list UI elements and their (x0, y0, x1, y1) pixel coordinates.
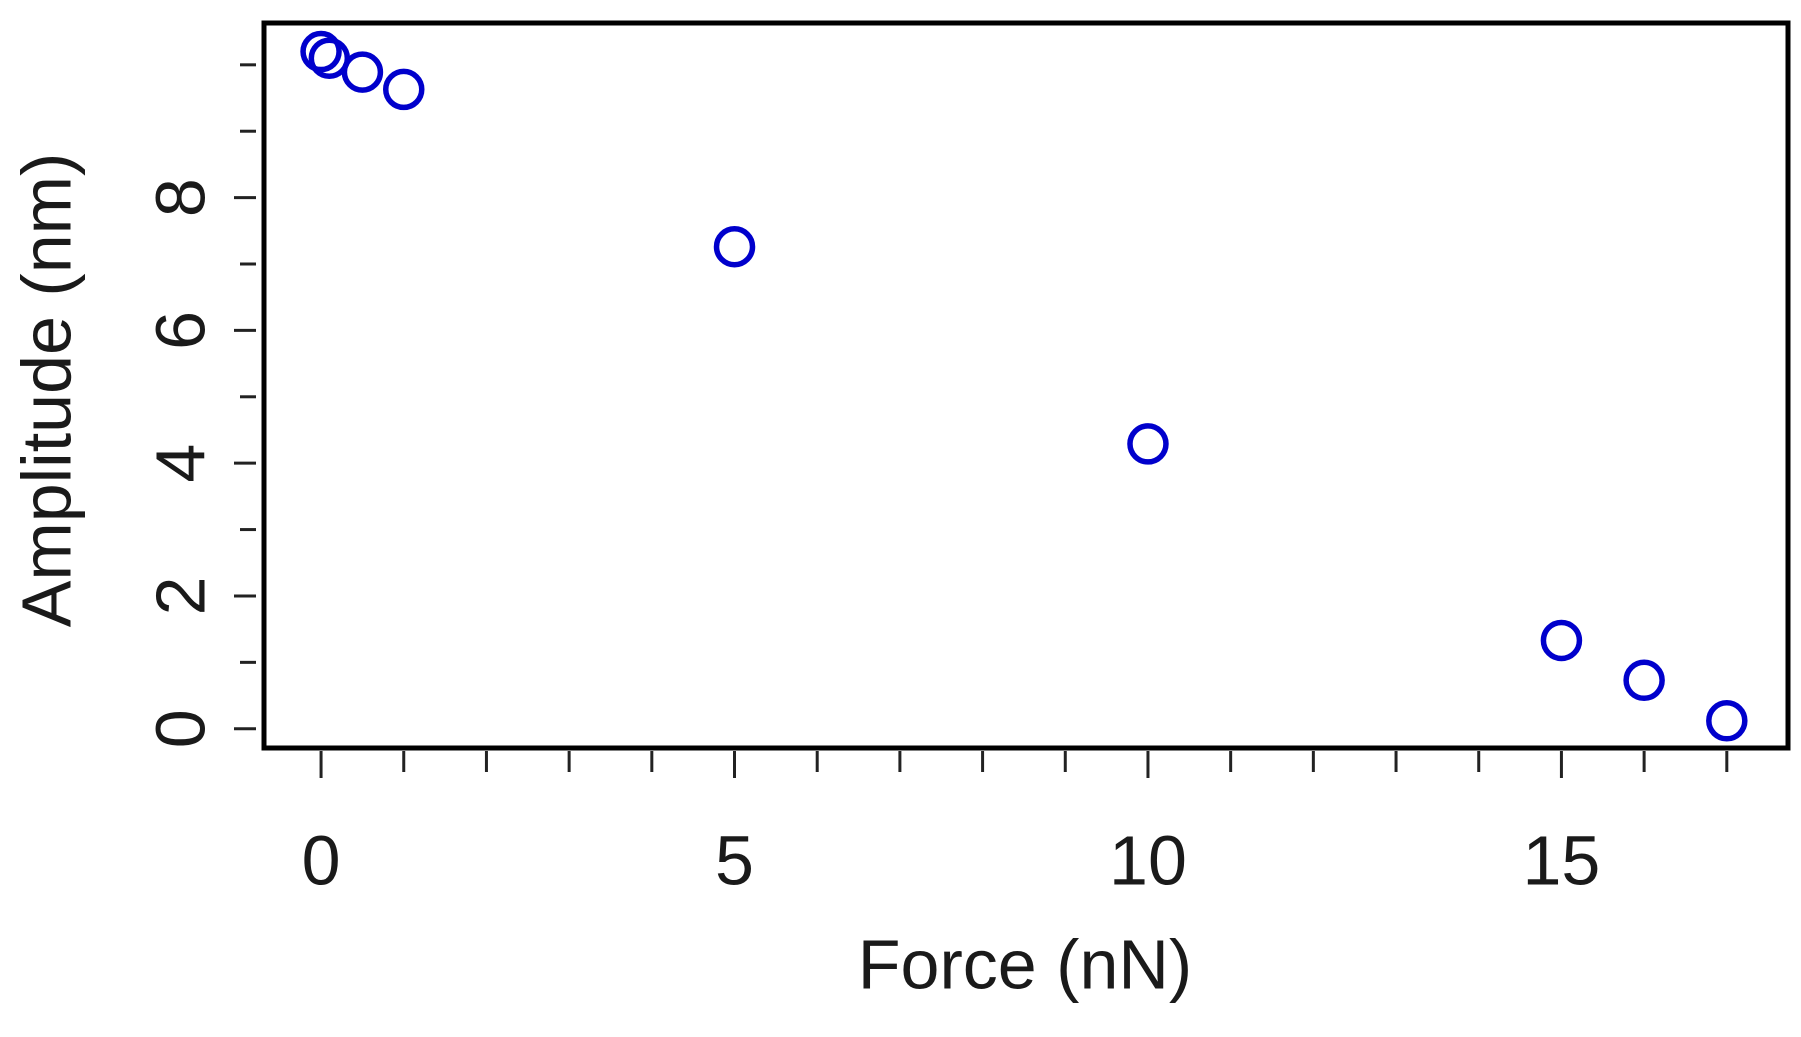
x-axis-label: Force (nN) (858, 925, 1192, 1003)
data-point (382, 68, 425, 111)
x-tick-label: 15 (1522, 821, 1600, 899)
data-point (1127, 423, 1169, 465)
data-point (1540, 619, 1583, 662)
plot-frame (261, 20, 1791, 751)
data-point (300, 30, 342, 73)
y-tick-label: 8 (141, 178, 219, 217)
y-tick-label: 6 (141, 311, 219, 350)
y-tick-label: 2 (141, 576, 219, 615)
data-point (713, 225, 756, 268)
y-tick-label: 0 (141, 709, 219, 748)
y-tick-label: 4 (141, 444, 219, 483)
x-tick-label: 0 (302, 821, 341, 899)
y-axis-label: Amplitude (nm) (7, 153, 85, 628)
x-tick-label: 10 (1109, 821, 1187, 899)
data-point (1706, 700, 1748, 742)
data-point (1623, 659, 1665, 702)
data-point (341, 51, 384, 93)
x-tick-label: 5 (715, 821, 754, 899)
